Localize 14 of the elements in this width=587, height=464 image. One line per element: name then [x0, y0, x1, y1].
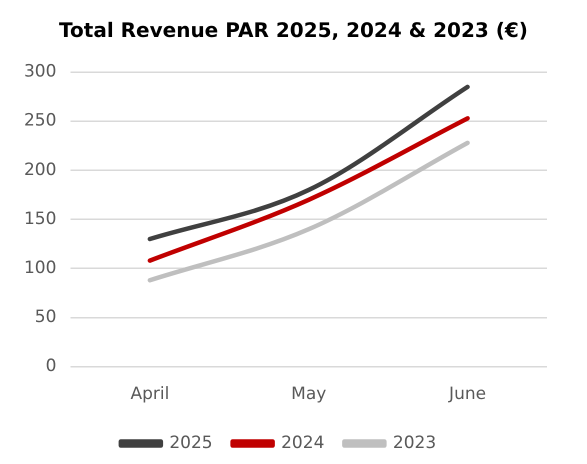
x-tick-label: May: [291, 384, 326, 404]
legend-label: 2024: [281, 432, 324, 453]
x-tick-label: June: [448, 384, 486, 404]
x-tick-label: April: [130, 384, 170, 404]
y-tick-label: 250: [24, 110, 56, 131]
y-tick-label: 200: [24, 160, 56, 180]
y-tick-label: 300: [24, 62, 56, 82]
y-tick-label: 0: [46, 356, 56, 376]
legend-label: 2025: [169, 432, 213, 453]
chart-title: Total Revenue PAR 2025, 2024 & 2023 (€): [58, 18, 529, 44]
y-tick-label: 50: [34, 306, 56, 327]
y-tick-label: 100: [24, 258, 56, 278]
y-tick-label: 150: [24, 208, 56, 229]
legend-label: 2023: [392, 432, 436, 453]
